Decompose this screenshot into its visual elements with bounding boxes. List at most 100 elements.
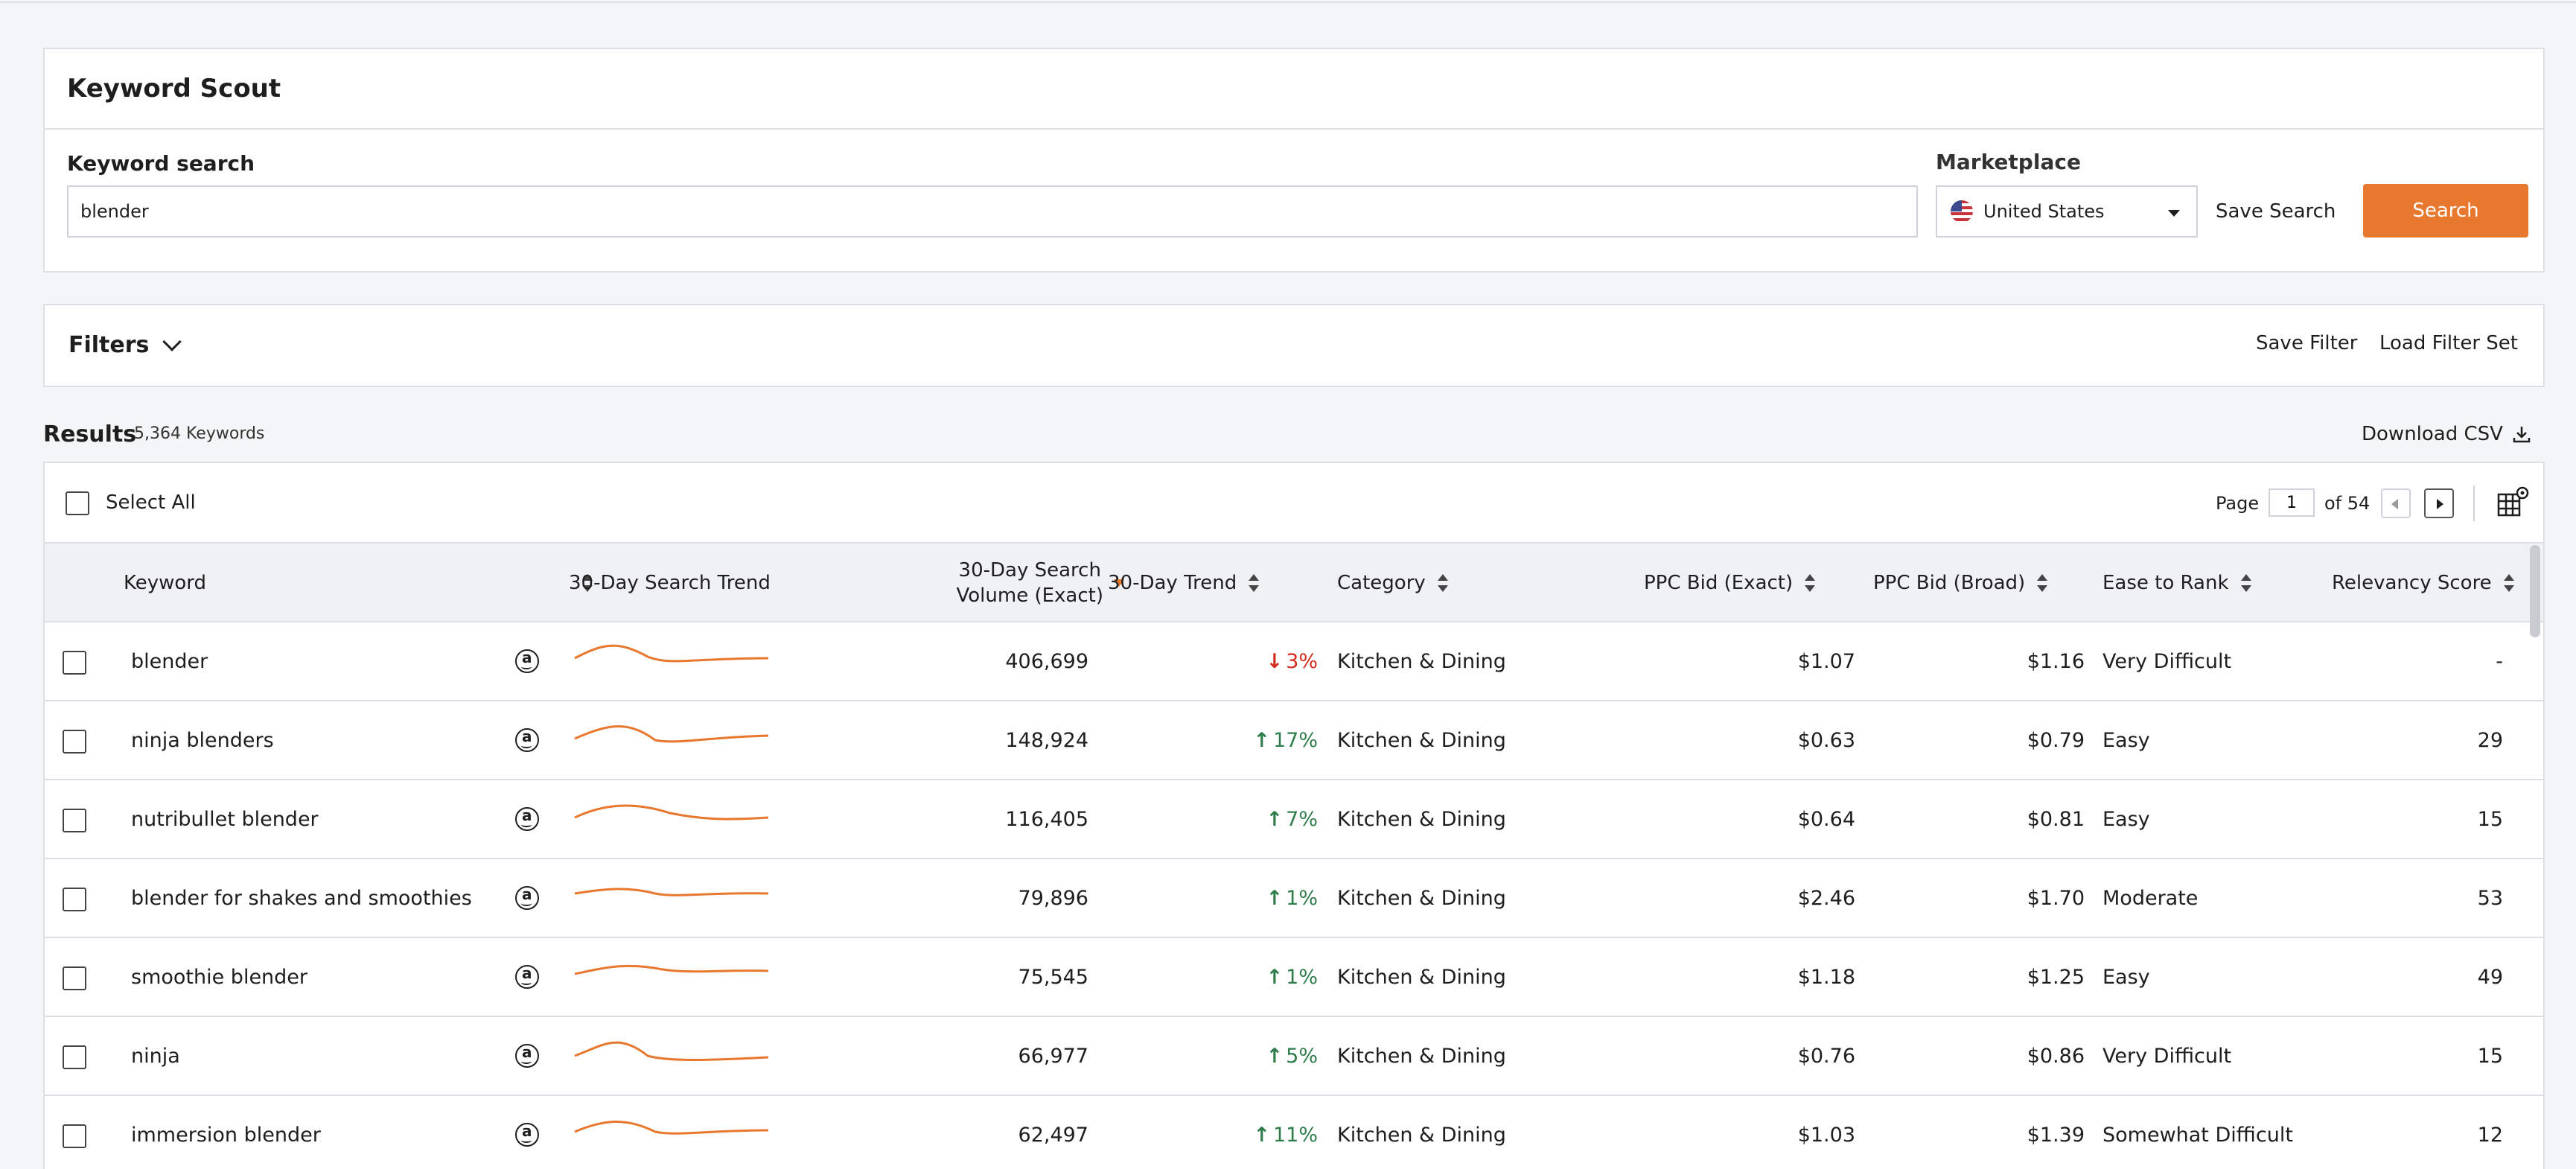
column-trend[interactable]: 30-Day Trend bbox=[1108, 544, 1260, 622]
search-trend-sparkline bbox=[574, 1041, 769, 1061]
ppc-broad-cell: $0.86 bbox=[2027, 1044, 2085, 1068]
keyword-cell[interactable]: smoothie blender bbox=[131, 965, 308, 989]
category-cell: Kitchen & Dining bbox=[1337, 1044, 1506, 1068]
save-search-button[interactable]: Save Search bbox=[2216, 185, 2336, 238]
results-table: Select All Page of 54 Keyword 30-Day Sea… bbox=[43, 462, 2545, 1169]
search-button[interactable]: Search bbox=[2363, 184, 2528, 238]
select-all-checkbox[interactable] bbox=[66, 491, 89, 515]
sort-icon bbox=[1805, 574, 1816, 592]
ease-to-rank-cell: Easy bbox=[2102, 728, 2150, 752]
category-cell: Kitchen & Dining bbox=[1337, 1123, 1506, 1147]
row-checkbox[interactable] bbox=[63, 651, 86, 675]
ppc-exact-cell: $1.07 bbox=[1797, 649, 1855, 673]
save-filter-button[interactable]: Save Filter bbox=[2256, 332, 2358, 354]
relevancy-score-cell: 15 bbox=[2477, 1044, 2503, 1068]
trend-value: 11% bbox=[1272, 1123, 1318, 1147]
amazon-icon[interactable] bbox=[515, 649, 539, 673]
marketplace-select[interactable]: United States bbox=[1936, 185, 2198, 238]
search-trend-sparkline bbox=[574, 804, 769, 821]
ppc-exact-cell: $0.76 bbox=[1797, 1044, 1855, 1068]
sort-icon bbox=[2037, 574, 2048, 592]
trend-value: 3% bbox=[1286, 649, 1318, 673]
trend-value: 7% bbox=[1286, 807, 1318, 831]
column-category[interactable]: Category bbox=[1337, 544, 1448, 622]
search-volume-cell: 116,405 bbox=[1005, 807, 1088, 831]
search-trend-sparkline bbox=[574, 644, 769, 663]
ease-to-rank-cell: Somewhat Difficult bbox=[2102, 1123, 2293, 1147]
select-all-label: Select All bbox=[106, 491, 196, 514]
keyword-search-input[interactable] bbox=[67, 185, 1918, 238]
sort-icon bbox=[1437, 574, 1448, 592]
load-filter-set-button[interactable]: Load Filter Set bbox=[2379, 332, 2518, 354]
trend-value: 5% bbox=[1286, 1044, 1318, 1068]
row-checkbox[interactable] bbox=[63, 809, 86, 832]
next-page-button[interactable] bbox=[2424, 488, 2454, 518]
category-cell: Kitchen & Dining bbox=[1337, 649, 1506, 673]
table-row[interactable]: ninja 66,977 ↑5% Kitchen & Dining $0.76 $0.86… bbox=[45, 1017, 2543, 1096]
sort-icon bbox=[1249, 574, 1260, 592]
trend-cell: ↑ 11% bbox=[1102, 1096, 1318, 1169]
download-csv-button[interactable]: Download CSV bbox=[2362, 423, 2531, 445]
trend-value: 1% bbox=[1286, 886, 1318, 910]
search-trend-sparkline bbox=[574, 1120, 769, 1135]
table-row[interactable]: immersion blender 62,497 ↑11% Kitchen & Din… bbox=[45, 1096, 2543, 1169]
ppc-broad-cell: $1.39 bbox=[2027, 1123, 2085, 1147]
trend-value: 17% bbox=[1272, 728, 1318, 752]
keyword-cell[interactable]: blender for shakes and smoothies bbox=[131, 886, 472, 910]
column-ease-to-rank[interactable]: Ease to Rank bbox=[2102, 544, 2251, 622]
keyword-cell[interactable]: nutribullet blender bbox=[131, 807, 319, 831]
row-checkbox[interactable] bbox=[63, 730, 86, 754]
relevancy-score-cell: 29 bbox=[2477, 728, 2503, 752]
trend-cell: ↑ 5% bbox=[1102, 1017, 1318, 1095]
sort-icon bbox=[2503, 574, 2514, 592]
row-checkbox[interactable] bbox=[63, 1045, 86, 1069]
column-ppc-exact[interactable]: PPC Bid (Exact) bbox=[1644, 544, 1816, 622]
row-checkbox[interactable] bbox=[63, 888, 86, 911]
column-keyword[interactable]: Keyword bbox=[124, 544, 593, 622]
caret-down-icon bbox=[2168, 210, 2180, 217]
triangle-right-icon bbox=[2437, 499, 2443, 509]
amazon-icon[interactable] bbox=[515, 964, 539, 989]
results-count: 5,364 Keywords bbox=[134, 424, 265, 443]
page-number-input[interactable] bbox=[2269, 488, 2315, 517]
table-scrollbar[interactable] bbox=[2530, 545, 2540, 637]
table-row[interactable]: blender 406,699 ↓3% Kitchen & Dining $1.07 $1… bbox=[45, 622, 2543, 701]
amazon-icon[interactable] bbox=[515, 1043, 539, 1068]
keyword-cell[interactable]: immersion blender bbox=[131, 1123, 321, 1147]
column-label: 30-Day Trend bbox=[1108, 572, 1237, 594]
filters-label: Filters bbox=[68, 332, 150, 358]
amazon-icon[interactable] bbox=[515, 806, 539, 831]
filters-panel: Filters Save Filter Load Filter Set bbox=[43, 304, 2545, 387]
keyword-cell[interactable]: ninja blenders bbox=[131, 728, 274, 752]
column-ppc-broad[interactable]: PPC Bid (Broad) bbox=[1873, 544, 2048, 622]
row-checkbox[interactable] bbox=[63, 966, 86, 990]
search-volume-cell: 79,896 bbox=[1018, 886, 1088, 910]
columns-settings-icon[interactable] bbox=[2496, 485, 2530, 520]
ease-to-rank-cell: Easy bbox=[2102, 807, 2150, 831]
table-row[interactable]: ninja blenders 148,924 ↑17% Kitchen & Dinin… bbox=[45, 701, 2543, 780]
amazon-icon[interactable] bbox=[515, 1122, 539, 1147]
table-row[interactable]: nutribullet blender 116,405 ↑7% Kitchen & D… bbox=[45, 780, 2543, 859]
previous-page-button[interactable] bbox=[2381, 488, 2411, 518]
trend-value: 1% bbox=[1286, 965, 1318, 989]
ppc-exact-cell: $1.18 bbox=[1797, 965, 1855, 989]
relevancy-score-cell: 49 bbox=[2477, 965, 2503, 989]
search-trend-sparkline bbox=[574, 964, 769, 975]
table-row[interactable]: smoothie blender 75,545 ↑1% Kitchen & Dinin… bbox=[45, 938, 2543, 1017]
keyword-cell[interactable]: ninja bbox=[131, 1044, 180, 1068]
search-volume-cell: 62,497 bbox=[1018, 1123, 1088, 1147]
column-search-volume[interactable]: 30-Day Search Volume (Exact) bbox=[901, 544, 1124, 622]
column-label-line: 30-Day Search bbox=[958, 559, 1101, 582]
page-label: Page bbox=[2216, 493, 2260, 514]
keyword-cell[interactable]: blender bbox=[131, 649, 208, 673]
ppc-exact-cell: $0.63 bbox=[1797, 728, 1855, 752]
search-volume-cell: 66,977 bbox=[1018, 1044, 1088, 1068]
amazon-icon[interactable] bbox=[515, 727, 539, 752]
table-row[interactable]: blender for shakes and smoothies 79,896 ↑1… bbox=[45, 859, 2543, 938]
filters-toggle[interactable]: Filters bbox=[68, 331, 182, 358]
search-trend-sparkline bbox=[574, 725, 769, 743]
column-relevancy-score[interactable]: Relevancy Score bbox=[2332, 544, 2514, 622]
row-checkbox[interactable] bbox=[63, 1124, 86, 1148]
sort-icon bbox=[582, 574, 593, 592]
amazon-icon[interactable] bbox=[515, 885, 539, 910]
